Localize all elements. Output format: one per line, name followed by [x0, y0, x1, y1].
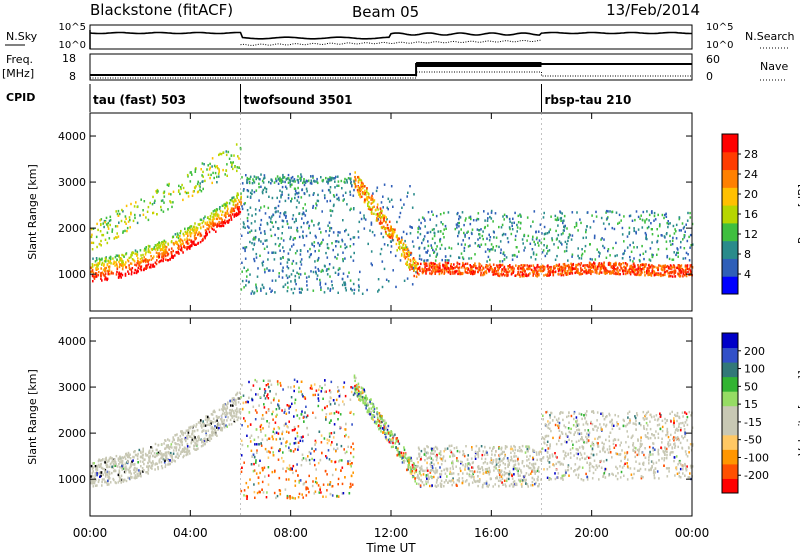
colorbar-tick-label: 4 — [744, 268, 751, 281]
colorbar-tick-label: -15 — [744, 416, 762, 429]
cpid-segment-label: rbsp-tau 210 — [545, 93, 632, 107]
time-tick-label: 20:00 — [574, 526, 609, 540]
velocity-ylabel: Slant Range [km] — [26, 369, 39, 465]
colorbar-swatch — [722, 478, 738, 493]
y-tick-label: 2000 — [58, 222, 86, 235]
nsky-tick-bottom: 10^0 — [59, 40, 86, 51]
power-ylabel: Slant Range [km] — [26, 164, 39, 260]
colorbar-tick-label: 8 — [744, 248, 751, 261]
freq-tick-bottom: 8 — [69, 70, 76, 83]
time-axis: 00:00 04:00 08:00 12:00 16:00 20:00 00:00 — [73, 526, 710, 540]
nsearch-tick-top: 10^5 — [706, 22, 733, 33]
colorbar-swatch — [722, 205, 738, 223]
colorbar-tick-label: 50 — [744, 380, 758, 393]
colorbar-tick-label: 24 — [744, 168, 758, 181]
nave-tick-top: 60 — [706, 53, 720, 66]
nsearch-line — [241, 40, 542, 45]
nave-tick-bottom: 0 — [706, 70, 713, 83]
colorbar-swatch — [722, 420, 738, 435]
power-colorbar: 4 8 12 16 20 24 28 Power [dB] — [722, 134, 800, 295]
nsearch-label: N.Search — [745, 30, 795, 43]
colorbar-swatch — [722, 258, 738, 276]
beam-title: Beam 05 — [352, 3, 419, 21]
nsky-label: N.Sky — [6, 30, 38, 43]
station-title: Blackstone (fitACF) — [90, 1, 233, 19]
time-tick-label: 00:00 — [73, 526, 108, 540]
colorbar-swatch — [722, 391, 738, 406]
colorbar-swatch — [722, 406, 738, 421]
colorbar-swatch — [722, 241, 738, 259]
colorbar-swatch — [722, 333, 738, 348]
colorbar-swatch — [722, 377, 738, 392]
y-tick-label: 1000 — [58, 473, 86, 486]
y-tick-label: 4000 — [58, 130, 86, 143]
power-scatter — [90, 143, 693, 295]
velocity-panel: 1000 2000 3000 4000 Slant Range [km] — [26, 318, 694, 516]
nsearch-tick-bottom: 10^0 — [706, 40, 733, 51]
y-tick-label: 1000 — [58, 268, 86, 281]
colorbar-swatch — [722, 362, 738, 377]
colorbar-swatch — [722, 435, 738, 450]
colorbar-swatch — [722, 152, 738, 170]
y-tick-label: 2000 — [58, 427, 86, 440]
colorbar-swatch — [722, 170, 738, 188]
velocity-panel-frame — [90, 318, 692, 516]
colorbar-tick-label: 15 — [744, 398, 758, 411]
colorbar-tick-label: 20 — [744, 188, 758, 201]
colorbar-tick-label: 28 — [744, 148, 758, 161]
cpid-segments: tau (fast) 503 twofsound 3501 rbsp-tau 210 — [90, 84, 631, 112]
colorbar-tick-label: -200 — [744, 469, 769, 482]
time-axis-label: Time UT — [365, 541, 416, 554]
colorbar-swatch — [722, 348, 738, 363]
cpid-segment-label: tau (fast) 503 — [93, 93, 186, 107]
power-panel: 1000 2000 3000 4000 Slant Range [km] — [26, 113, 694, 311]
y-tick-label: 3000 — [58, 381, 86, 394]
time-tick-label: 16:00 — [474, 526, 509, 540]
date-title: 13/Feb/2014 — [606, 1, 700, 19]
freq-label-line1: Freq. — [6, 53, 33, 66]
nsky-tick-top: 10^5 — [59, 22, 86, 33]
colorbar-tick-label: 16 — [744, 208, 758, 221]
freq-label-line2: [MHz] — [2, 67, 34, 80]
colorbar-tick-label: -100 — [744, 451, 769, 464]
colorbar-tick-label: 200 — [744, 345, 765, 358]
cpid-label: CPID — [6, 91, 35, 104]
nsky-strip-frame — [90, 25, 692, 49]
power-panel-frame — [90, 113, 692, 311]
y-tick-label: 3000 — [58, 176, 86, 189]
freq-line — [90, 64, 692, 75]
nave-label: Nave — [760, 60, 788, 73]
cpid-segment-label: twofsound 3501 — [244, 93, 353, 107]
time-tick-label: 08:00 — [273, 526, 308, 540]
colorbar-label: Velocity [m s⁻¹] — [796, 370, 800, 455]
colorbar-swatch — [722, 464, 738, 479]
colorbar-label: Power [dB] — [796, 184, 800, 244]
time-tick-label: 12:00 — [374, 526, 409, 540]
colorbar-swatch — [722, 134, 738, 152]
colorbar-swatch — [722, 187, 738, 205]
velocity-colorbar: 200 100 50 15 -15 -50 -100 -200 Velocity [m s⁻¹] — [722, 333, 800, 494]
freq-strip-frame — [90, 54, 692, 80]
nsky-series — [90, 30, 692, 49]
colorbar-swatch — [722, 449, 738, 464]
colorbar-swatch — [722, 276, 738, 294]
freq-block — [416, 62, 541, 67]
freq-series — [90, 62, 692, 78]
colorbar-tick-label: 12 — [744, 228, 758, 241]
colorbar-swatch — [722, 223, 738, 241]
time-tick-label: 00:00 — [675, 526, 710, 540]
y-tick-label: 4000 — [58, 335, 86, 348]
velocity-scatter — [90, 375, 693, 501]
colorbar-tick-label: 100 — [744, 363, 765, 376]
nsky-line — [90, 33, 692, 39]
colorbar-tick-label: -50 — [744, 434, 762, 447]
time-tick-label: 04:00 — [173, 526, 208, 540]
freq-tick-top: 18 — [62, 52, 76, 65]
